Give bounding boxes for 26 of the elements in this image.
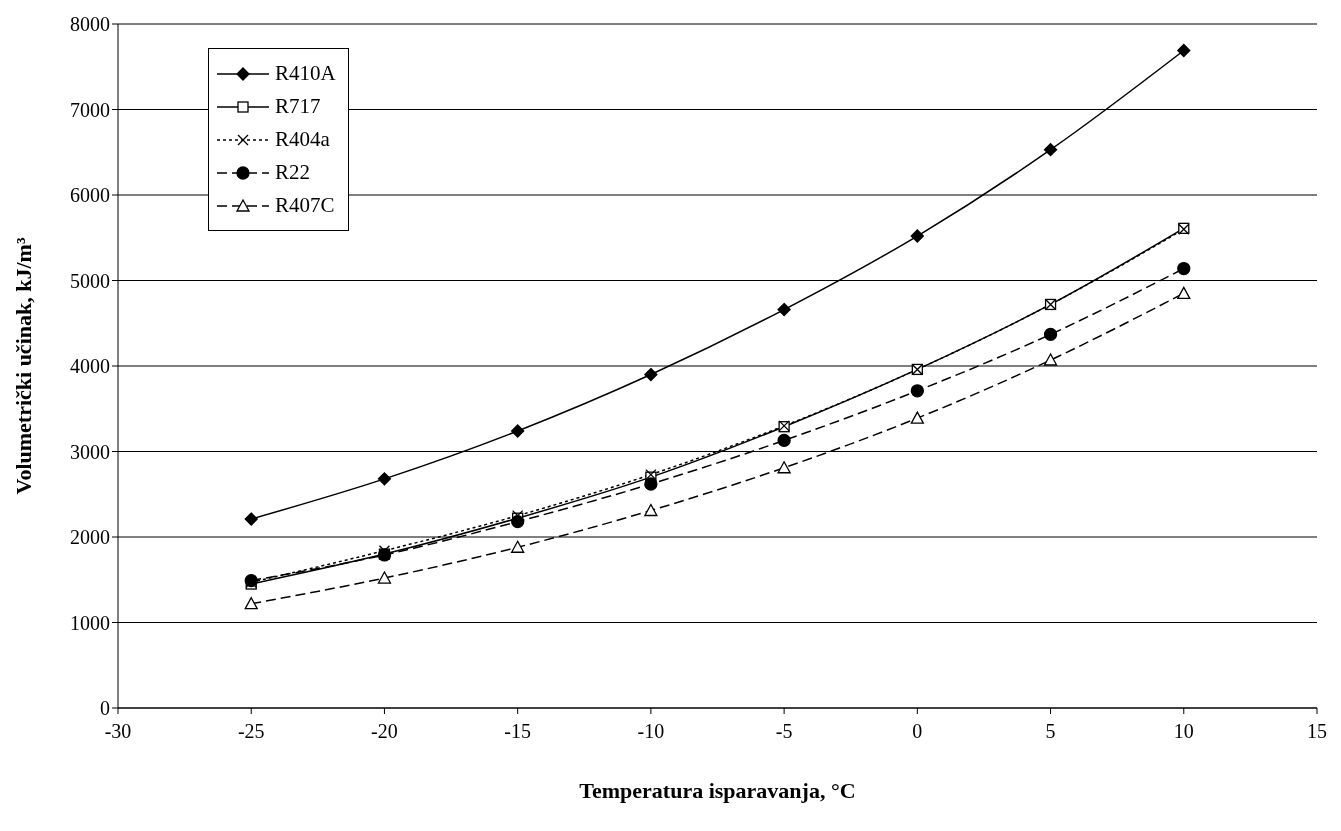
- y-tick-label: 6000: [70, 184, 110, 207]
- y-tick-label: 7000: [70, 98, 110, 121]
- x-tick-label: -20: [371, 720, 398, 743]
- x-tick-label: -15: [504, 720, 531, 743]
- x-tick-label: -10: [637, 720, 665, 743]
- legend-label: R717: [275, 94, 321, 119]
- y-tick-label: 5000: [70, 269, 110, 292]
- y-tick-label: 3000: [70, 440, 110, 463]
- y-tick-label: 8000: [70, 13, 110, 36]
- legend-label: R404a: [275, 127, 330, 152]
- x-tick-label: 10: [1173, 720, 1194, 743]
- x-tick-label: -30: [104, 720, 132, 743]
- legend-label: R410A: [275, 61, 336, 86]
- y-tick-label: 1000: [70, 611, 110, 634]
- y-tick-label: 0: [100, 697, 110, 720]
- y-tick-label: 4000: [70, 355, 110, 378]
- x-tick-label: 0: [912, 720, 923, 743]
- x-tick-label: -25: [237, 720, 265, 743]
- y-axis-title: Volumetrički učinak, kJ/m³: [10, 237, 36, 495]
- x-tick-label: 5: [1045, 720, 1056, 743]
- legend-label: R22: [275, 160, 311, 185]
- x-tick-label: -5: [775, 720, 793, 743]
- legend-label: R407C: [275, 193, 335, 218]
- x-tick-label: 15: [1307, 720, 1327, 743]
- x-axis-title: Temperatura isparavanja, °C: [579, 778, 856, 803]
- y-tick-label: 2000: [70, 526, 110, 549]
